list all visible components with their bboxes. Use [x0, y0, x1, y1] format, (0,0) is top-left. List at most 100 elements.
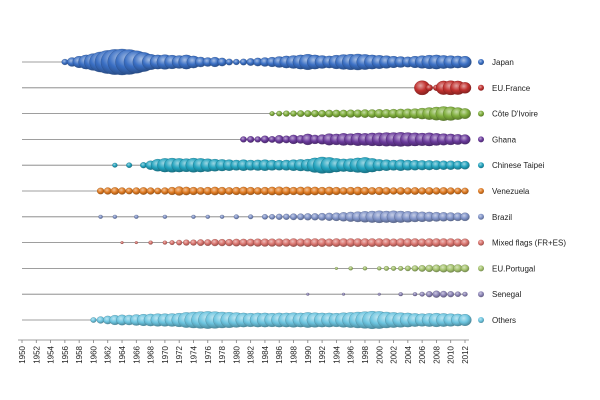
bubble: [459, 134, 471, 145]
bubble: [160, 187, 169, 195]
bubble: [460, 160, 470, 170]
legend-label: Others: [492, 316, 516, 325]
legend-marker: [478, 110, 484, 117]
bubble: [182, 239, 190, 246]
legend-label: Mixed flags (FR+ES): [492, 239, 566, 248]
x-tick-label: 2010: [447, 345, 456, 363]
x-tick-label: 1986: [275, 345, 284, 363]
legend-label: Ghana: [492, 135, 517, 144]
bubble: [458, 56, 472, 68]
bubble: [134, 241, 138, 245]
bubble: [232, 238, 241, 247]
bubble: [239, 238, 248, 247]
bubble: [112, 162, 118, 168]
x-tick-label: 1958: [75, 345, 84, 363]
series-row-6: [22, 186, 469, 196]
bubble: [162, 214, 168, 219]
bubble: [191, 214, 196, 219]
x-tick-label: 1994: [332, 345, 341, 363]
x-tick-label: 2006: [418, 345, 427, 363]
x-tick-label: 1954: [47, 345, 56, 363]
legend-marker: [478, 265, 484, 272]
bubble: [269, 214, 276, 220]
bubble: [396, 187, 405, 195]
bubble: [425, 291, 433, 298]
x-tick-label: 1976: [204, 345, 213, 363]
legend-label: EU.France: [492, 84, 531, 93]
bubble: [447, 291, 455, 298]
x-tick-label: 1970: [161, 345, 170, 363]
bubble: [332, 109, 341, 118]
legend-marker: [478, 162, 484, 169]
bubble: [304, 110, 312, 117]
bubble: [311, 110, 319, 118]
bubble: [418, 187, 427, 195]
x-tick-label: 1962: [104, 345, 113, 363]
bubble: [246, 136, 255, 143]
x-tick-label: 1972: [175, 345, 184, 363]
x-tick-label: 1998: [361, 345, 370, 363]
bubble: [146, 187, 155, 195]
bubble: [260, 135, 270, 144]
bubble: [454, 291, 461, 297]
x-tick-label: 1980: [232, 345, 241, 363]
bubble: [218, 239, 226, 247]
bubble: [112, 214, 118, 219]
bubble: [425, 84, 433, 92]
legend-label: Brazil: [492, 213, 512, 222]
legend-label: Côte D'Ivoire: [492, 110, 539, 119]
bubble: [454, 187, 462, 195]
bubble: [461, 187, 469, 195]
x-tick-label: 1964: [118, 345, 127, 363]
bubble: [398, 292, 403, 297]
bubble: [283, 213, 290, 220]
legend-label: Japan: [492, 58, 514, 67]
bubble: [410, 187, 420, 195]
bubble: [425, 187, 434, 195]
bubble: [269, 111, 275, 117]
bubble: [432, 290, 441, 298]
bubble: [196, 239, 205, 246]
x-tick-label: 2012: [461, 345, 470, 363]
legend-item: Senegal: [478, 290, 522, 299]
series-row-7: [22, 210, 470, 224]
x-tick-label: 1974: [189, 345, 198, 363]
x-tick-label: 2008: [432, 345, 441, 363]
x-tick-label: 1988: [290, 345, 299, 363]
bubble: [96, 187, 105, 195]
bubble: [268, 136, 276, 143]
bubble: [404, 265, 411, 272]
bubble: [210, 239, 219, 247]
legend-marker: [478, 84, 484, 91]
legend-marker: [478, 291, 484, 298]
bubble: [439, 290, 448, 298]
bubble: [318, 110, 327, 118]
bubble: [205, 214, 210, 219]
bubble: [98, 214, 103, 219]
x-axis: 1950 1952 1954 1956 1958 1960 1962 1964 1966 1968…: [18, 339, 470, 364]
bubble: [412, 292, 418, 297]
legend-marker: [478, 213, 484, 220]
x-tick-label: 1960: [89, 345, 98, 363]
series-rows: [22, 48, 472, 329]
bubble: [90, 317, 97, 323]
bubble: [377, 292, 381, 296]
bubble: [162, 240, 168, 245]
legend-marker: [478, 59, 484, 65]
bubble: [311, 213, 319, 221]
legend-item: Côte D'Ivoire: [478, 110, 539, 119]
bubble: [341, 292, 346, 296]
x-tick-label: 1968: [147, 345, 156, 363]
legend-marker: [478, 136, 484, 143]
bubble: [190, 239, 197, 246]
bubble: [118, 187, 126, 195]
bubble: [125, 187, 133, 195]
legend-item: Chinese Taipei: [478, 161, 545, 170]
bubble: [403, 187, 412, 195]
legend-item: Mixed flags (FR+ES): [478, 239, 566, 248]
legend-label: Senegal: [492, 290, 522, 299]
x-tick-label: 1990: [304, 345, 313, 363]
series-row-3: [22, 106, 471, 121]
bubble: [290, 110, 297, 117]
